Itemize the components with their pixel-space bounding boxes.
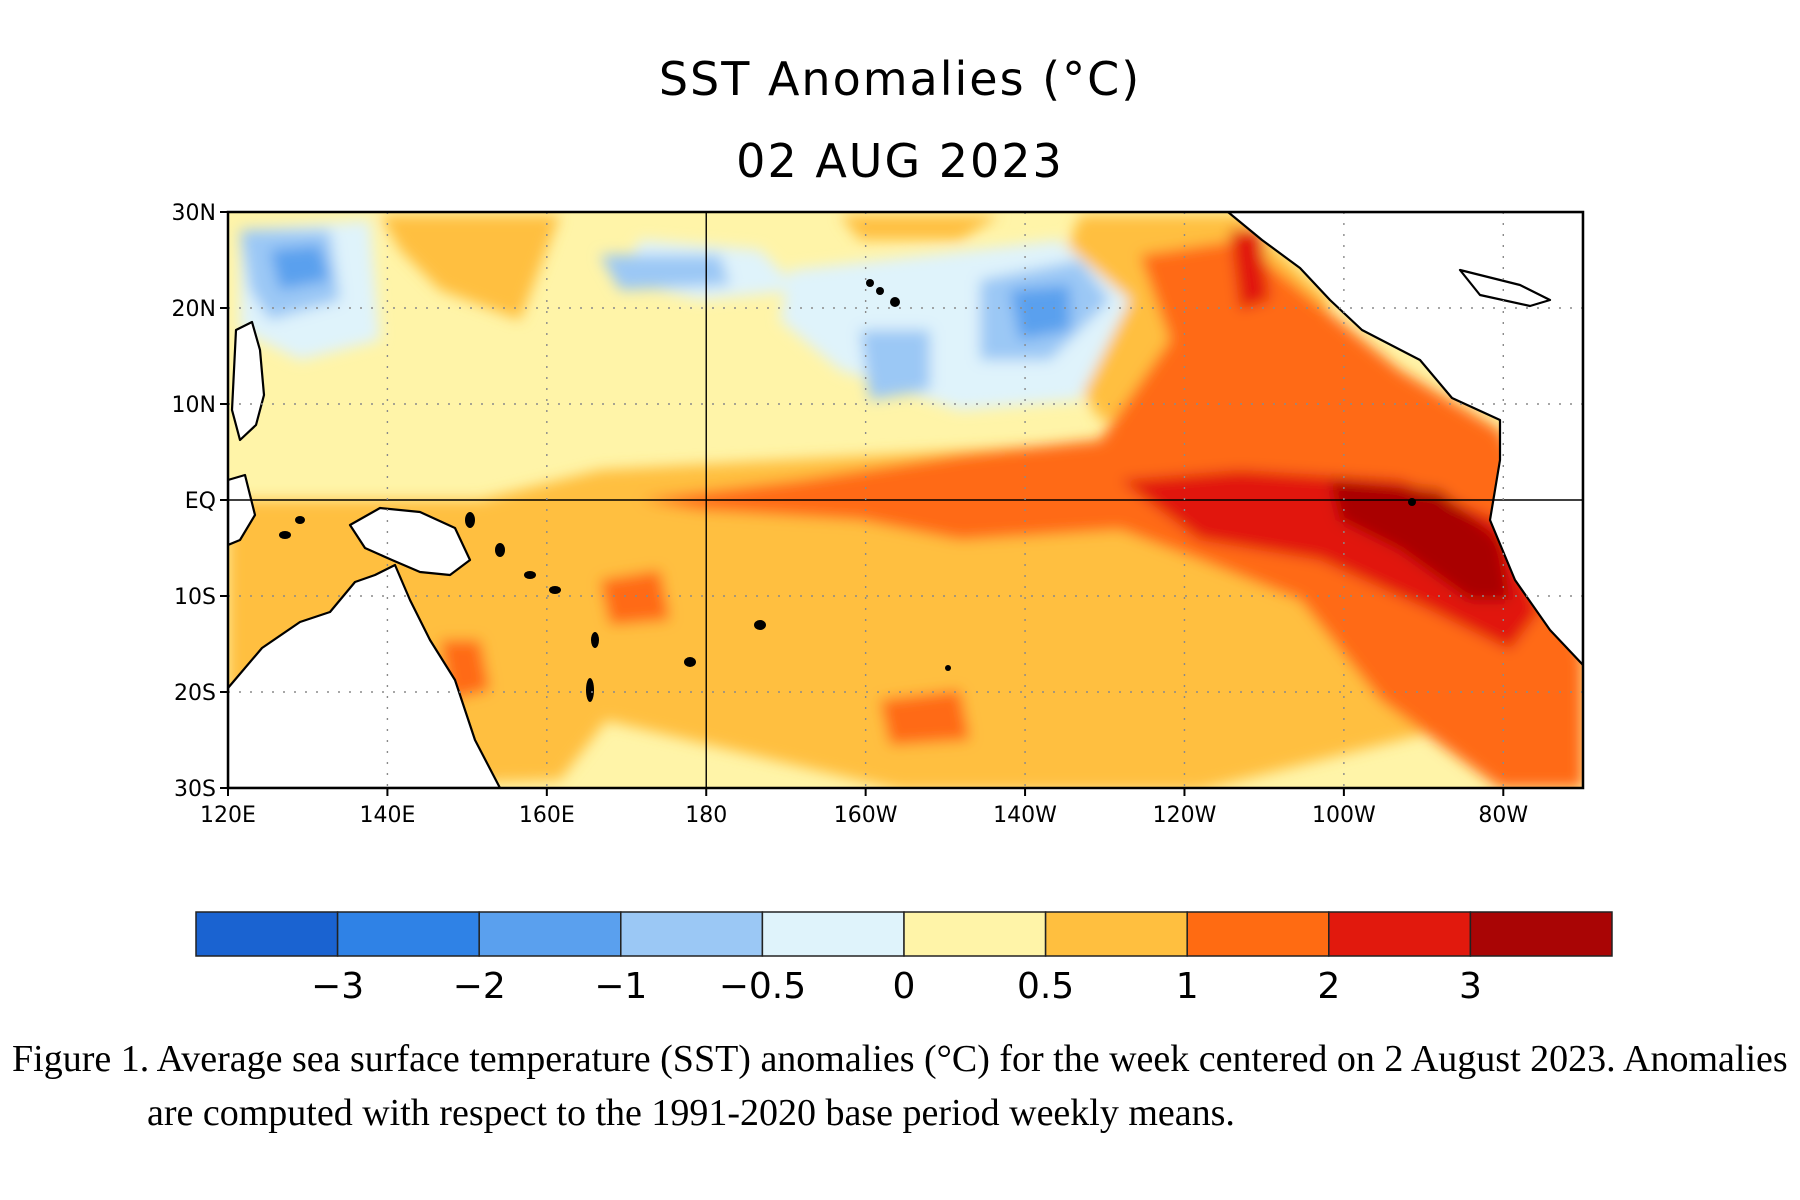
- longitude-axis: 120E 140E 160E 180 160W 140W 120W 100W 80W: [200, 788, 1528, 828]
- lon-tick-label: 140W: [993, 803, 1057, 828]
- colorbar-swatch: [336, 911, 480, 957]
- colorbar: −3 −2 −1 −0.5 0 0.5 1 2 3: [195, 911, 1613, 1007]
- lat-tick-label: 30N: [172, 201, 216, 226]
- colorbar-swatch: [1469, 911, 1613, 957]
- figure-caption: Figure 1. Average sea surface temperatur…: [12, 1038, 1788, 1134]
- colorbar-label: −0.5: [719, 966, 806, 1007]
- lon-tick-label: 120W: [1153, 803, 1217, 828]
- latitude-axis: 30N 20N 10N EQ 10S 20S 30S: [172, 201, 228, 802]
- lat-tick-label: 20N: [172, 297, 216, 322]
- islands: [279, 279, 1416, 702]
- lat-tick-label: 10N: [172, 393, 216, 418]
- lon-tick-label: 160E: [519, 803, 575, 828]
- colorbar-label: 0: [893, 966, 916, 1007]
- lat-tick-label: EQ: [185, 489, 216, 514]
- colorbar-swatch: [478, 911, 622, 957]
- colorbar-swatch: [1186, 911, 1330, 957]
- map-date: 02 AUG 2023: [736, 134, 1064, 188]
- lat-tick-label: 30S: [174, 777, 216, 802]
- map-title: SST Anomalies (°C): [658, 52, 1142, 106]
- anomaly-field: [228, 212, 1583, 788]
- sst-anomaly-map: 30N 20N 10N EQ 10S 20S 30S 120E 140E 160E 180 160W…: [172, 201, 1613, 1007]
- lon-tick-label: 140E: [359, 803, 415, 828]
- colorbar-label: 3: [1459, 966, 1482, 1007]
- colorbar-label: 0.5: [1017, 966, 1074, 1007]
- lon-tick-label: 160W: [834, 803, 898, 828]
- colorbar-swatch: [1328, 911, 1472, 957]
- colorbar-swatch: [620, 911, 764, 957]
- lat-tick-label: 10S: [174, 585, 216, 610]
- colorbar-label: 1: [1176, 966, 1199, 1007]
- map-grid: [228, 212, 1583, 788]
- colorbar-swatch: [195, 911, 339, 957]
- lon-tick-label: 80W: [1478, 803, 1528, 828]
- colorbar-label: 2: [1317, 966, 1340, 1007]
- land-masses: [228, 212, 1583, 788]
- colorbar-swatch: [761, 911, 905, 957]
- colorbar-swatch: [903, 911, 1047, 957]
- lon-tick-label: 100W: [1312, 803, 1376, 828]
- colorbar-label: −1: [594, 966, 647, 1007]
- lat-tick-label: 20S: [174, 681, 216, 706]
- colorbar-label: −3: [311, 966, 364, 1007]
- colorbar-swatch: [1044, 911, 1188, 957]
- lon-tick-label: 180: [685, 803, 727, 828]
- lon-tick-label: 120E: [200, 803, 256, 828]
- colorbar-label: −2: [453, 966, 506, 1007]
